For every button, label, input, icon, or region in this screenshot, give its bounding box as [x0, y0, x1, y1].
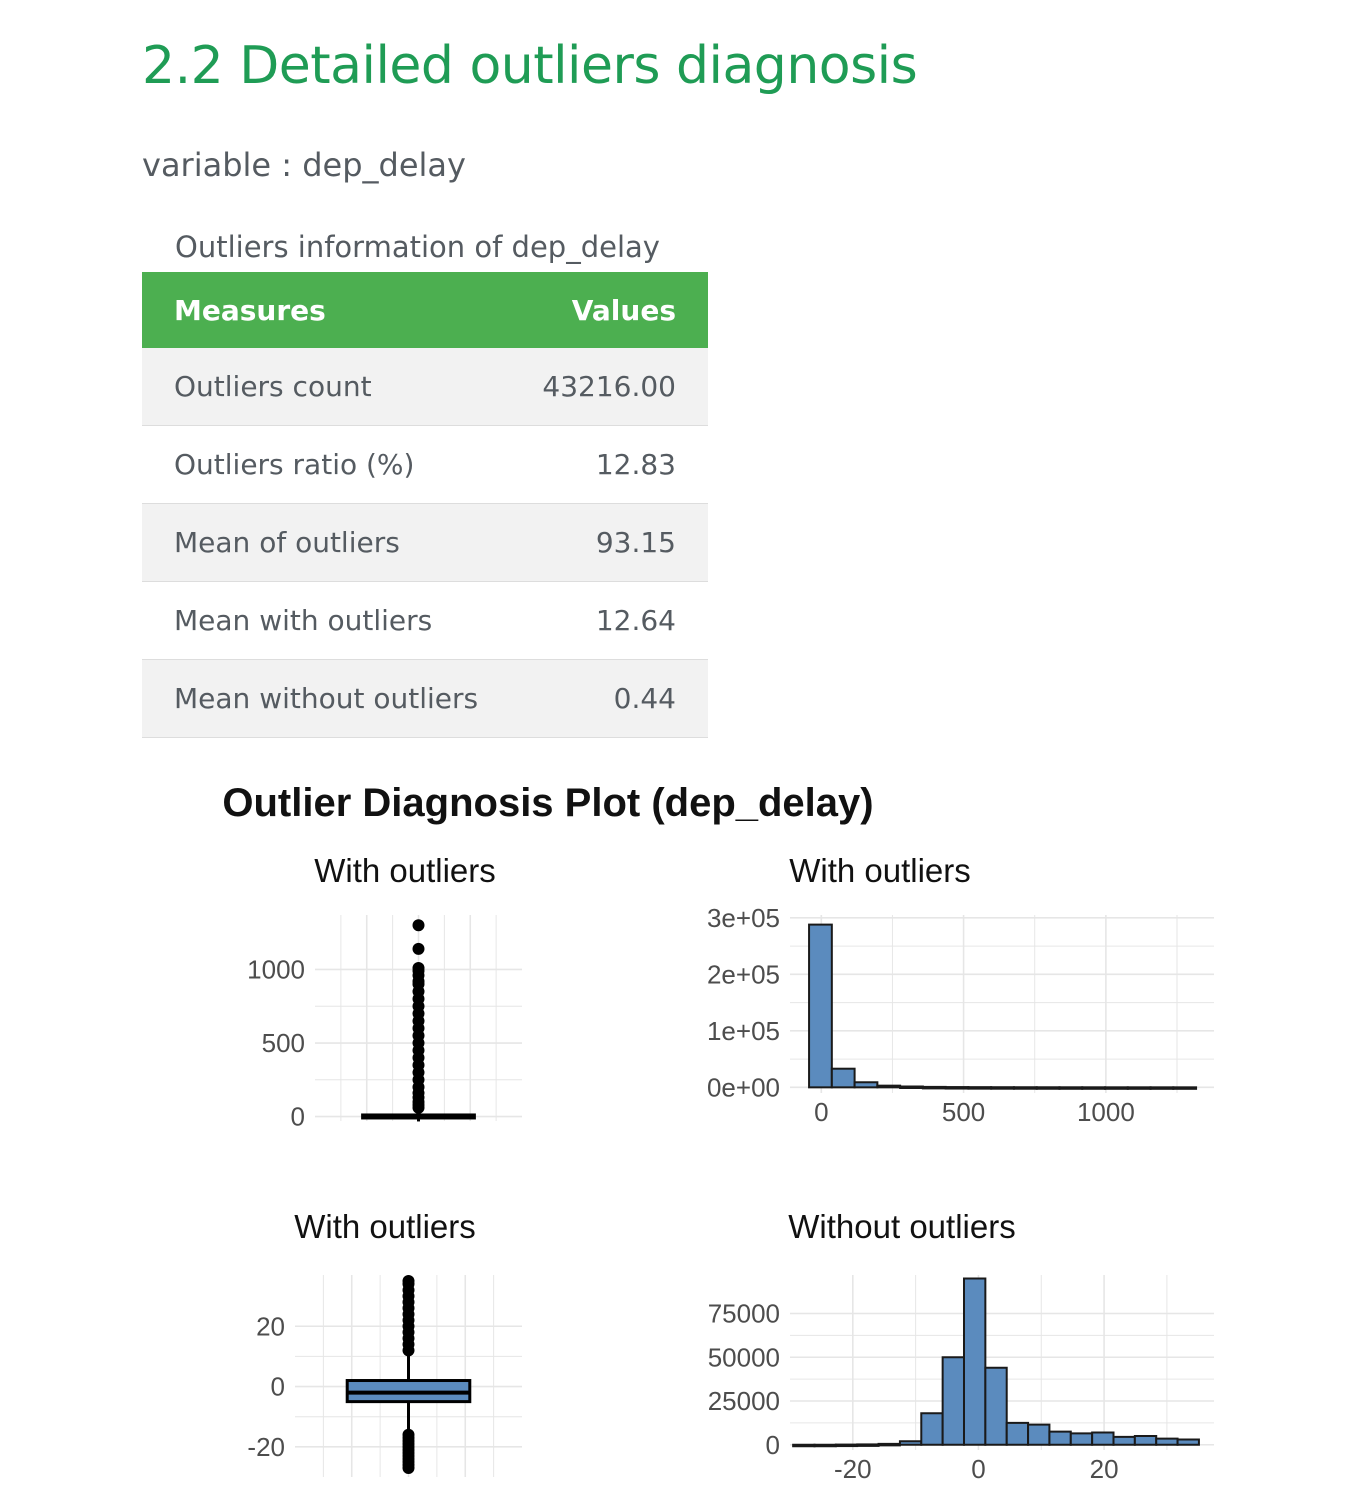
histogram-bar	[813, 1443, 837, 1448]
x-tick-label: 1000	[1077, 1097, 1135, 1127]
panel-hist_without: Without outliers 0 25000 50000 75000 -20 0 20	[708, 1208, 1214, 1484]
panel-title: Without outliers	[788, 1208, 1015, 1245]
panel-title: With outliers	[294, 1208, 476, 1245]
plot-title: Outlier Diagnosis Plot (dep_delay)	[222, 781, 873, 825]
histogram-bar	[984, 1366, 1008, 1446]
variable-label: variable : dep_delay	[142, 146, 466, 184]
x-tick-label: -20	[834, 1454, 872, 1484]
table-row: Outliers count 43216.00	[142, 348, 708, 426]
value-cell: 93.15	[510, 503, 708, 582]
histogram-bar	[1081, 1086, 1107, 1090]
histogram-bar	[1104, 1086, 1129, 1090]
histogram-bar	[898, 1440, 923, 1446]
histogram-bar	[1027, 1423, 1051, 1446]
table-row: Mean of outliers 93.15	[142, 503, 708, 582]
histogram-bar	[1058, 1086, 1084, 1090]
histogram-bar	[944, 1086, 970, 1090]
y-tick-label: 1e+05	[707, 1016, 780, 1046]
histogram-bar	[1069, 1432, 1094, 1446]
histogram-bar	[1155, 1437, 1179, 1446]
histogram-bar	[853, 1081, 879, 1089]
measure-cell: Mean of outliers	[142, 503, 511, 582]
histogram-bar	[808, 923, 833, 1089]
section-heading: 2.2 Detailed outliers diagnosis	[142, 36, 918, 96]
values-header: Values	[510, 272, 708, 348]
y-tick-label: 1000	[247, 954, 305, 984]
histogram-bar	[1048, 1430, 1072, 1446]
y-tick-label: 0e+00	[707, 1072, 780, 1102]
histogram-bar	[967, 1086, 993, 1090]
histogram-bar	[1112, 1435, 1136, 1446]
table-header-row: Measures Values	[142, 272, 708, 348]
panel-title: With outliers	[314, 852, 496, 889]
table-caption: Outliers information of dep_delay	[175, 230, 660, 264]
y-tick-label: 2e+05	[707, 959, 780, 989]
y-tick-label: 3e+05	[707, 903, 780, 933]
histogram-bar	[1035, 1086, 1061, 1090]
y-tick-label: 0	[271, 1372, 285, 1402]
histogram-bar	[792, 1443, 816, 1448]
outlier-point	[412, 961, 425, 974]
histogram-bar	[876, 1084, 902, 1089]
measures-header: Measures	[142, 272, 511, 348]
x-tick-label: 20	[1090, 1454, 1119, 1484]
histogram-bar	[830, 1067, 856, 1089]
table-row: Mean without outliers 0.44	[142, 659, 708, 738]
panel-box_with: With outliers 0 500 1000	[247, 852, 522, 1132]
measure-cell: Outliers ratio (%)	[142, 425, 511, 504]
value-cell: 12.64	[510, 581, 708, 660]
y-tick-label: 0	[291, 1102, 305, 1132]
measure-cell: Mean with outliers	[142, 581, 511, 660]
x-tick-label: 500	[942, 1097, 985, 1127]
measure-cell: Outliers count	[142, 348, 511, 426]
y-tick-label: 500	[262, 1028, 305, 1058]
histogram-bar	[856, 1443, 880, 1447]
table-row: Mean with outliers 12.64	[142, 581, 708, 660]
histogram-bar	[920, 1412, 944, 1446]
histogram-bar	[1176, 1438, 1200, 1446]
y-tick-label: -20	[247, 1432, 285, 1462]
histogram-bar	[962, 1277, 987, 1446]
histogram-bar	[877, 1442, 901, 1447]
histogram-bar	[990, 1086, 1015, 1090]
y-tick-label: 0	[766, 1430, 780, 1460]
outliers-info-table: Measures Values Outliers count 43216.00 …	[142, 272, 708, 738]
histogram-bar	[1091, 1431, 1115, 1446]
value-cell: 0.44	[510, 659, 708, 738]
histogram-bar	[834, 1443, 859, 1448]
outlier-point	[402, 1428, 415, 1441]
y-tick-label: 20	[256, 1311, 285, 1341]
outlier-point	[412, 919, 425, 932]
histogram-bar	[921, 1085, 947, 1090]
histogram-bar	[1149, 1086, 1175, 1090]
panel-title: With outliers	[789, 852, 971, 889]
value-cell: 43216.00	[510, 348, 708, 426]
histogram-bar	[1172, 1086, 1198, 1090]
histogram-bar	[1133, 1435, 1158, 1446]
plot-panels: With outliers 0 500 1000 With outliers 0e+00 1…	[247, 852, 1214, 1484]
histogram-bar	[1012, 1086, 1038, 1090]
x-tick-label: 0	[814, 1097, 828, 1127]
measure-cell: Mean without outliers	[142, 659, 511, 738]
table-row: Outliers ratio (%) 12.83	[142, 425, 708, 504]
histogram-bar	[1126, 1086, 1152, 1090]
x-tick-label: 0	[971, 1454, 985, 1484]
y-tick-label: 25000	[708, 1386, 780, 1416]
panel-hist_with: With outliers 0e+00 1e+05 2e+05 3e+05 0 500 100…	[707, 852, 1214, 1127]
outlier-point	[402, 1275, 415, 1288]
histogram-bar	[899, 1085, 924, 1090]
y-tick-label: 50000	[708, 1342, 780, 1372]
histogram-bar	[941, 1356, 965, 1446]
value-cell: 12.83	[510, 425, 708, 504]
histogram-bar	[1005, 1421, 1030, 1446]
y-tick-label: 75000	[708, 1299, 780, 1329]
panel-box_without: With outliers -20 0 20	[247, 1208, 522, 1477]
outlier-point	[412, 942, 425, 955]
